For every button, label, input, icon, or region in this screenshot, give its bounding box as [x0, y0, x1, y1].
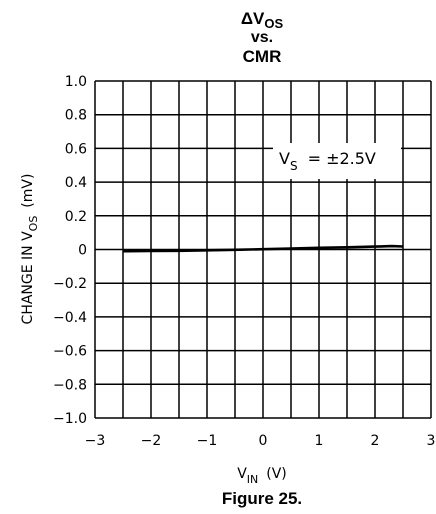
y-tick-label: 0.4 — [65, 175, 87, 191]
annotation-text: VS = ±2.5V — [279, 149, 376, 173]
y-tick-label: −0.4 — [53, 310, 87, 326]
y-tick-label: −0.8 — [53, 377, 87, 393]
x-tick-label: −1 — [197, 433, 218, 449]
x-axis-label: VIN (V) — [237, 466, 287, 486]
series-line — [122, 244, 404, 253]
x-tick-labels: −3 −2 −1 0 1 2 3 — [85, 433, 436, 449]
x-tick-label: 0 — [259, 433, 268, 449]
annotation: VS = ±2.5V — [273, 143, 401, 179]
y-tick-label: 0.6 — [65, 141, 87, 157]
series-group — [122, 244, 404, 253]
x-tick-label: 3 — [427, 433, 436, 449]
chart-title-line3: CMR — [243, 47, 282, 66]
y-tick-label: 1.0 — [65, 74, 87, 90]
y-tick-labels: 1.0 0.8 0.6 0.4 0.2 0 −0.2 −0.4 −0.6 −0.8 −1.0 — [53, 74, 87, 427]
x-tick-label: 2 — [371, 433, 380, 449]
figure-caption: Figure 25. — [222, 489, 302, 508]
x-tick-label: −3 — [85, 433, 106, 449]
grid — [94, 80, 432, 419]
chart-title-line1: ΔVOS — [241, 9, 284, 31]
y-tick-label: 0 — [78, 243, 87, 259]
y-tick-label: −0.6 — [53, 344, 87, 360]
x-tick-label: −2 — [141, 433, 162, 449]
chart-title-line2: vs. — [251, 29, 273, 46]
y-tick-label: 0.2 — [65, 209, 87, 225]
y-tick-label: −0.2 — [53, 276, 87, 292]
y-axis-label: CHANGE IN VOS(mV) — [20, 174, 40, 325]
annotation-background — [273, 143, 401, 179]
y-tick-label: 0.8 — [65, 108, 87, 124]
y-tick-label: −1.0 — [53, 411, 87, 427]
x-tick-label: 1 — [315, 433, 324, 449]
